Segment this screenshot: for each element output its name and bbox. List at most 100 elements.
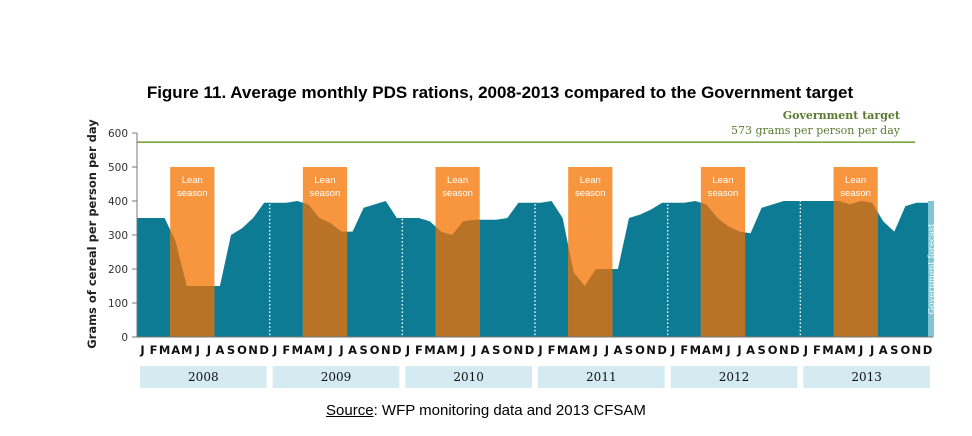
- year-band-2010: [405, 366, 532, 388]
- month-tick: J: [471, 343, 476, 357]
- lean-season-overlap-2008: [170, 229, 215, 337]
- season-label-2011: season: [575, 188, 606, 199]
- month-tick: M: [292, 343, 303, 357]
- month-tick: N: [514, 343, 524, 357]
- month-tick: O: [768, 343, 778, 357]
- lean-label-2011: Lean: [580, 175, 601, 186]
- month-tick: D: [790, 343, 800, 357]
- month-tick: N: [381, 343, 391, 357]
- year-bands: 2008 2009 2010 2011 2012 2013: [140, 366, 930, 388]
- month-tick: M: [712, 343, 723, 357]
- month-tick: O: [237, 343, 247, 357]
- month-tick: M: [159, 343, 170, 357]
- month-tick: O: [900, 343, 910, 357]
- month-tick: A: [348, 343, 357, 357]
- month-tick: J: [858, 343, 863, 357]
- y-tick-200: 200: [108, 264, 128, 276]
- year-label-2008: 2008: [188, 370, 219, 384]
- lean-season-overlap-2013: [833, 201, 878, 337]
- y-axis-label: Grams of cereal per person per day: [85, 119, 99, 349]
- month-tick: N: [248, 343, 258, 357]
- month-tick: A: [215, 343, 224, 357]
- month-tick: M: [424, 343, 435, 357]
- target-line: Government target 573 grams per person pe…: [137, 109, 915, 143]
- month-tick: N: [646, 343, 656, 357]
- month-tick: J: [670, 343, 675, 357]
- year-band-2013: [803, 366, 930, 388]
- month-tick: O: [370, 343, 380, 357]
- month-tick: S: [492, 343, 500, 357]
- month-tick: D: [923, 343, 933, 357]
- month-tick: D: [259, 343, 269, 357]
- month-tick: A: [569, 343, 578, 357]
- month-tick: F: [548, 343, 556, 357]
- month-tick: S: [890, 343, 898, 357]
- month-tick: J: [604, 343, 609, 357]
- lean-label-2008: Lean: [182, 175, 203, 186]
- y-tick-300: 300: [108, 230, 128, 242]
- forecast-label: Government forecast: [927, 223, 937, 315]
- month-tick: A: [702, 343, 711, 357]
- chart-title: Figure 11. Average monthly PDS rations, …: [147, 83, 854, 102]
- month-tick: J: [405, 343, 410, 357]
- month-tick: D: [525, 343, 535, 357]
- month-tick: A: [879, 343, 888, 357]
- forecast-band: Government forecast: [927, 201, 937, 337]
- month-tick: O: [635, 343, 645, 357]
- forecast-bar: [928, 201, 934, 337]
- month-tick: N: [912, 343, 922, 357]
- season-label-2013: season: [840, 188, 871, 199]
- month-tick: F: [813, 343, 821, 357]
- month-tick: D: [392, 343, 402, 357]
- y-tick-500: 500: [108, 162, 128, 174]
- y-tick-100: 100: [108, 298, 128, 310]
- month-tick: S: [359, 343, 367, 357]
- month-tick: A: [171, 343, 180, 357]
- chart: Figure 11. Average monthly PDS rations, …: [85, 83, 937, 388]
- lean-season-overlap-2012: [700, 202, 746, 337]
- year-band-2008: [140, 366, 267, 388]
- month-tick: S: [625, 343, 633, 357]
- month-tick: O: [502, 343, 512, 357]
- month-tick: S: [757, 343, 765, 357]
- year-label-2010: 2010: [453, 370, 484, 384]
- month-tick: M: [579, 343, 590, 357]
- month-tick: A: [613, 343, 622, 357]
- month-tick: J: [593, 343, 598, 357]
- season-label-2009: season: [310, 188, 341, 199]
- month-tick: S: [227, 343, 235, 357]
- month-tick: A: [835, 343, 844, 357]
- month-tick: M: [690, 343, 701, 357]
- source-note: Source: WFP monitoring data and 2013 CFS…: [0, 402, 972, 419]
- month-tick: J: [537, 343, 542, 357]
- month-tick: J: [736, 343, 741, 357]
- month-tick: M: [446, 343, 457, 357]
- month-tick: J: [139, 343, 144, 357]
- lean-label-2010: Lean: [447, 175, 468, 186]
- month-tick: F: [150, 343, 158, 357]
- season-label-2010: season: [442, 188, 473, 199]
- year-label-2013: 2013: [851, 370, 882, 384]
- y-tick-400: 400: [108, 196, 128, 208]
- month-tick: A: [481, 343, 490, 357]
- lean-season-overlap-2011: [568, 245, 613, 337]
- month-tick: M: [557, 343, 568, 357]
- month-tick: F: [680, 343, 688, 357]
- lean-season-overlap-2010: [435, 219, 480, 337]
- month-tick: J: [272, 343, 277, 357]
- lean-label-2013: Lean: [845, 175, 866, 186]
- target-label: Government target: [783, 109, 901, 122]
- month-tick: N: [779, 343, 789, 357]
- month-tick: J: [869, 343, 874, 357]
- month-tick: J: [725, 343, 730, 357]
- month-tick: F: [282, 343, 290, 357]
- month-tick: J: [460, 343, 465, 357]
- year-band-2012: [670, 366, 798, 388]
- month-tick: M: [314, 343, 325, 357]
- y-ticks: 0 100 200 300 400 500 600: [108, 128, 137, 344]
- target-sublabel: 573 grams per person per day: [731, 124, 901, 137]
- month-tick: F: [415, 343, 423, 357]
- lean-label-2009: Lean: [314, 175, 335, 186]
- month-tick: A: [437, 343, 446, 357]
